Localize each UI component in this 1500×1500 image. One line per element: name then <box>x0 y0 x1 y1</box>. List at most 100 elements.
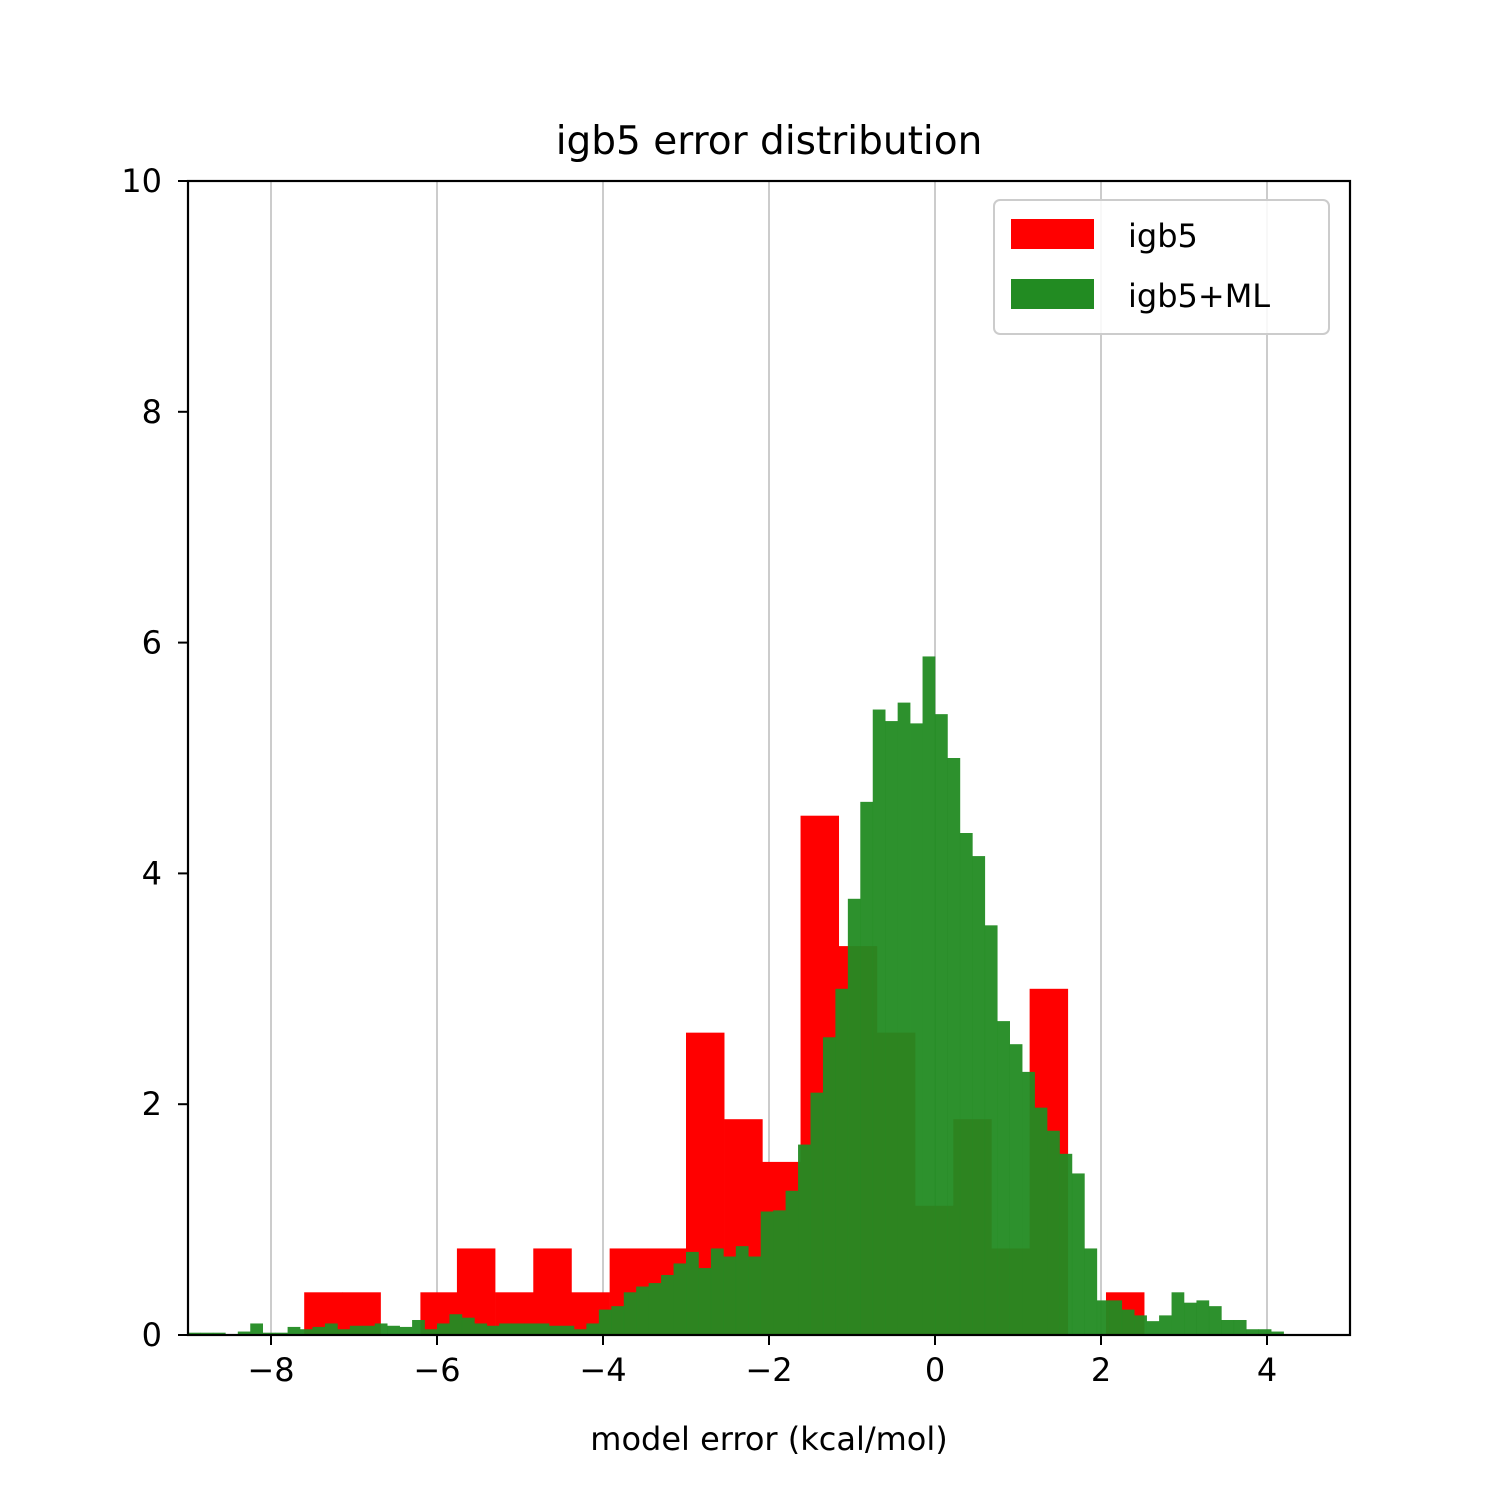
bar-series-1-29 <box>549 1325 562 1335</box>
bar-series-1-79 <box>1171 1292 1185 1335</box>
bar-series-1-59 <box>922 656 936 1335</box>
y-tick-label-1: 2 <box>142 1085 162 1123</box>
bar-series-1-41 <box>698 1268 712 1335</box>
legend-label-igb5-ml: igb5+ML <box>1128 277 1270 315</box>
y-tick-label-0: 0 <box>142 1316 162 1354</box>
bar-series-1-78 <box>1159 1315 1172 1335</box>
bar-series-1-11 <box>324 1323 338 1335</box>
bar-series-1-0 <box>188 1332 201 1335</box>
bar-series-1-23 <box>474 1323 488 1335</box>
bar-series-1-70 <box>1059 1153 1073 1335</box>
x-tick-label-4: 0 <box>925 1351 945 1389</box>
series-1-bars <box>188 656 1284 1335</box>
bar-series-1-84 <box>1233 1319 1247 1335</box>
x-axis-ticks: −8 −6 −4 −2 0 2 4 <box>247 1335 1277 1389</box>
bar-series-1-82 <box>1208 1306 1222 1335</box>
bar-series-1-46 <box>760 1211 774 1335</box>
x-tick-label-5: 2 <box>1091 1351 1111 1389</box>
bar-series-1-75 <box>1121 1309 1135 1335</box>
bar-series-1-24 <box>486 1325 500 1335</box>
chart-title: igb5 error distribution <box>556 119 983 164</box>
bar-series-1-77 <box>1146 1321 1160 1335</box>
bar-series-1-39 <box>673 1263 687 1335</box>
bar-series-1-31 <box>573 1329 587 1335</box>
gridlines <box>270 181 1268 1335</box>
bars <box>188 656 1284 1335</box>
y-tick-label-5: 10 <box>121 162 162 200</box>
bar-series-1-37 <box>648 1283 662 1335</box>
legend-swatch-igb5-ml <box>1011 279 1094 309</box>
bar-series-1-51 <box>822 1037 836 1335</box>
bar-series-1-43 <box>723 1256 737 1335</box>
bar-series-1-49 <box>798 1144 811 1335</box>
bar-series-1-64 <box>984 925 998 1335</box>
bar-series-1-57 <box>897 702 911 1335</box>
bar-series-1-81 <box>1196 1300 1210 1335</box>
bar-series-1-32 <box>586 1323 600 1335</box>
bar-series-1-15 <box>374 1323 388 1335</box>
bar-series-1-65 <box>997 1021 1010 1335</box>
bar-series-1-36 <box>636 1286 649 1335</box>
bar-series-1-5 <box>250 1323 263 1335</box>
bar-series-1-27 <box>524 1323 537 1335</box>
bar-series-1-72 <box>1084 1248 1098 1335</box>
bar-series-1-34 <box>611 1306 625 1335</box>
bar-series-1-73 <box>1096 1300 1110 1335</box>
x-tick-label-1: −6 <box>413 1351 460 1389</box>
bar-series-1-83 <box>1221 1319 1235 1335</box>
bar-series-1-28 <box>536 1323 550 1335</box>
bar-series-1-55 <box>872 709 886 1335</box>
bar-series-1-63 <box>972 856 986 1335</box>
bar-series-1-30 <box>561 1325 575 1335</box>
bar-series-1-60 <box>935 714 948 1335</box>
y-axis-ticks: 0 2 4 6 8 10 <box>121 162 188 1354</box>
bar-series-1-62 <box>959 833 973 1335</box>
bar-series-1-52 <box>835 988 849 1335</box>
bar-series-1-26 <box>511 1323 525 1335</box>
x-axis-label: model error (kcal/mol) <box>590 1420 947 1458</box>
bar-series-1-44 <box>735 1246 749 1335</box>
bar-series-1-48 <box>785 1190 799 1335</box>
bar-series-0-6 <box>533 1248 572 1335</box>
bar-series-1-18 <box>412 1319 425 1335</box>
bar-series-1-87 <box>1271 1331 1284 1335</box>
x-tick-label-6: 4 <box>1257 1351 1277 1389</box>
bar-series-1-10 <box>312 1326 326 1335</box>
bar-series-1-67 <box>1022 1071 1035 1335</box>
bar-series-1-33 <box>598 1309 612 1335</box>
bar-series-1-54 <box>860 801 874 1335</box>
y-tick-label-4: 8 <box>142 393 162 431</box>
bar-series-1-12 <box>337 1329 351 1335</box>
x-tick-label-3: −2 <box>745 1351 792 1389</box>
bar-series-1-38 <box>661 1274 674 1335</box>
bar-series-1-58 <box>910 723 923 1335</box>
bar-series-1-1 <box>200 1332 214 1335</box>
bar-series-1-8 <box>287 1326 301 1335</box>
bar-series-1-86 <box>1258 1329 1272 1335</box>
bar-series-1-40 <box>686 1251 699 1335</box>
bar-series-1-19 <box>424 1329 438 1335</box>
bar-series-1-66 <box>1009 1044 1023 1335</box>
x-tick-label-0: −8 <box>247 1351 294 1389</box>
bar-series-1-16 <box>387 1325 400 1335</box>
bar-series-1-7 <box>275 1332 288 1335</box>
bar-series-1-14 <box>362 1325 376 1335</box>
bar-series-1-25 <box>499 1323 512 1335</box>
bar-series-1-6 <box>262 1332 276 1335</box>
bar-series-1-2 <box>212 1332 226 1335</box>
bar-series-1-61 <box>947 758 961 1335</box>
bar-series-1-20 <box>437 1323 450 1335</box>
bar-series-1-4 <box>237 1331 251 1335</box>
bar-series-1-69 <box>1047 1130 1060 1335</box>
bar-series-1-76 <box>1134 1315 1147 1335</box>
bar-series-1-35 <box>623 1292 637 1335</box>
bar-series-1-9 <box>300 1329 313 1335</box>
bar-series-1-50 <box>810 1092 824 1335</box>
bar-series-1-45 <box>748 1256 761 1335</box>
legend-label-igb5: igb5 <box>1128 217 1198 255</box>
bar-series-1-85 <box>1246 1329 1259 1335</box>
y-tick-label-2: 4 <box>142 854 162 892</box>
bar-series-1-22 <box>461 1317 475 1335</box>
bar-series-1-80 <box>1184 1302 1197 1335</box>
